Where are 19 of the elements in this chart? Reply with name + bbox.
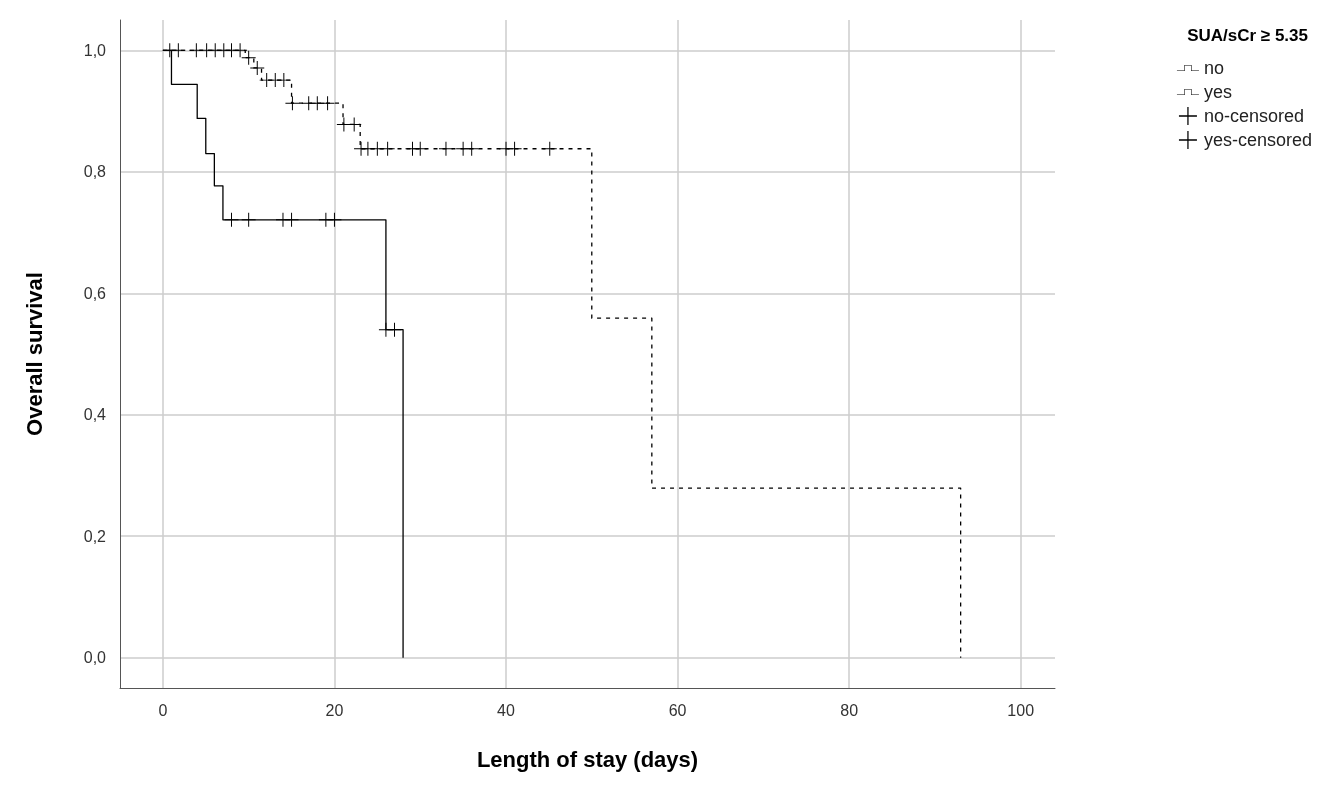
y-tick-label: 0,4 <box>83 406 107 424</box>
y-tick-label: 0,6 <box>83 284 107 302</box>
x-tick-label: 0 <box>158 701 168 719</box>
x-tick-label: 80 <box>840 701 859 719</box>
y-tick-label: 0,8 <box>83 163 107 181</box>
y-axis-title: Overall survival <box>21 272 47 436</box>
y-tick-label: 0,2 <box>83 527 107 545</box>
x-tick-label: 20 <box>325 701 344 719</box>
legend-label: yes <box>1203 82 1232 102</box>
x-tick-label: 40 <box>497 701 516 719</box>
legend-title: SUA/sCr ≥ 5.35 <box>1187 26 1308 45</box>
x-tick-label: 100 <box>1007 701 1035 719</box>
y-tick-label: 0,0 <box>83 649 107 667</box>
legend-label: no-censored <box>1203 106 1305 126</box>
legend-label: no <box>1203 58 1224 78</box>
y-tick-label: 1,0 <box>83 41 107 59</box>
x-tick-label: 60 <box>668 701 687 719</box>
x-axis-title: Length of stay (days) <box>476 746 699 772</box>
legend-label: yes-censored <box>1203 130 1313 150</box>
